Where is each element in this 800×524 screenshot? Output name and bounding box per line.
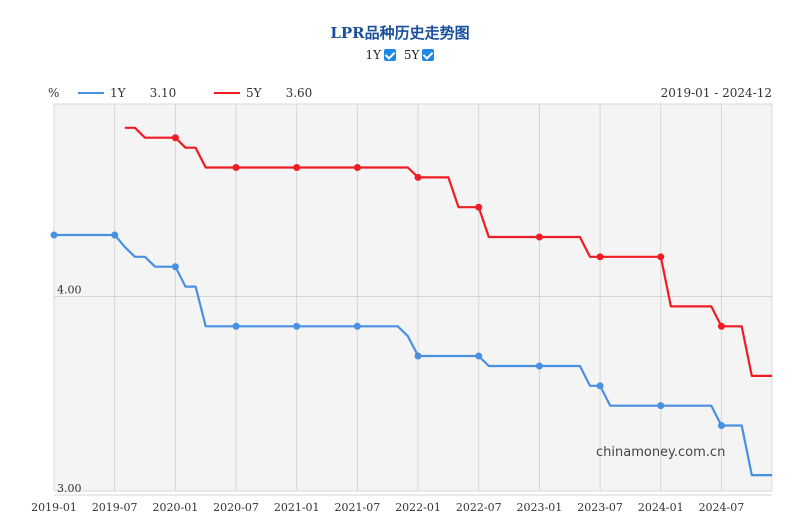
x-tick-label: 2022-07 [456, 501, 502, 514]
series-line-5y [124, 126, 772, 377]
data-point-1y [50, 231, 58, 239]
data-point-5y [414, 173, 422, 181]
data-point-1y [353, 322, 361, 330]
legend-item-5y[interactable]: 5Y 3.60 [214, 86, 312, 100]
x-tick-label: 2019-07 [92, 501, 138, 514]
chart-title: LPR品种历史走势图 [330, 24, 470, 42]
x-tick-label: 2020-01 [152, 501, 198, 514]
legend-item-1y[interactable]: 1Y 3.10 [78, 86, 176, 100]
data-point-5y [535, 233, 543, 241]
data-point-1y [596, 382, 604, 390]
x-tick-label: 2024-07 [699, 501, 745, 514]
data-point-1y [171, 263, 179, 271]
legend-swatch-1y [78, 92, 104, 94]
data-point-5y [717, 322, 725, 330]
legend-swatch-5y [214, 92, 240, 94]
data-point-5y [657, 253, 665, 261]
y-tick-label: 3.00 [57, 482, 82, 495]
y-tick-label: 4.00 [57, 284, 82, 297]
x-tick-label: 2022-01 [395, 501, 441, 514]
data-point-1y [293, 322, 301, 330]
data-point-5y [475, 203, 483, 211]
data-point-5y [293, 164, 301, 172]
data-point-1y [535, 362, 543, 370]
legend-name-1y: 1Y [110, 86, 126, 100]
x-tick-label: 2019-01 [31, 501, 77, 514]
data-point-1y [717, 422, 725, 430]
data-point-1y [475, 352, 483, 360]
plot-area [53, 103, 773, 492]
x-tick-label: 2023-07 [577, 501, 623, 514]
checkbox-5y-icon[interactable] [422, 49, 435, 61]
legend-value-5y: 3.60 [285, 86, 313, 100]
toggle-1y[interactable]: 1Y [366, 48, 397, 62]
legend-name-5y: 5Y [246, 86, 262, 100]
data-point-1y [657, 402, 665, 410]
x-tick-label: 2023-01 [517, 501, 563, 514]
data-point-5y [596, 253, 604, 261]
toggle-5y[interactable]: 5Y [404, 48, 435, 62]
date-range: 2019-01 - 2024-12 [660, 86, 772, 100]
x-tick-label: 2021-07 [335, 501, 381, 514]
data-point-1y [232, 322, 240, 330]
x-tick-label: 2024-01 [638, 501, 684, 514]
series-line-1y [54, 233, 772, 477]
toggle-1y-label: 1Y [365, 48, 382, 62]
data-point-5y [232, 164, 240, 172]
x-tick-label: 2021-01 [274, 501, 320, 514]
data-point-1y [414, 352, 422, 360]
legend: % 1Y 3.10 5Y 3.60 2019-01 - 2024-12 [0, 86, 800, 102]
series-toggles: 1Y 5Y [0, 48, 800, 62]
watermark: chinamoney.com.cn [596, 445, 726, 460]
legend-value-1y: 3.10 [149, 86, 177, 100]
data-point-1y [111, 231, 119, 239]
data-point-5y [353, 164, 361, 172]
toggle-5y-label: 5Y [403, 48, 420, 62]
data-point-5y [171, 134, 179, 142]
checkbox-1y-icon[interactable] [384, 49, 397, 61]
x-tick-label: 2020-07 [213, 501, 259, 514]
unit-label: % [48, 86, 60, 100]
